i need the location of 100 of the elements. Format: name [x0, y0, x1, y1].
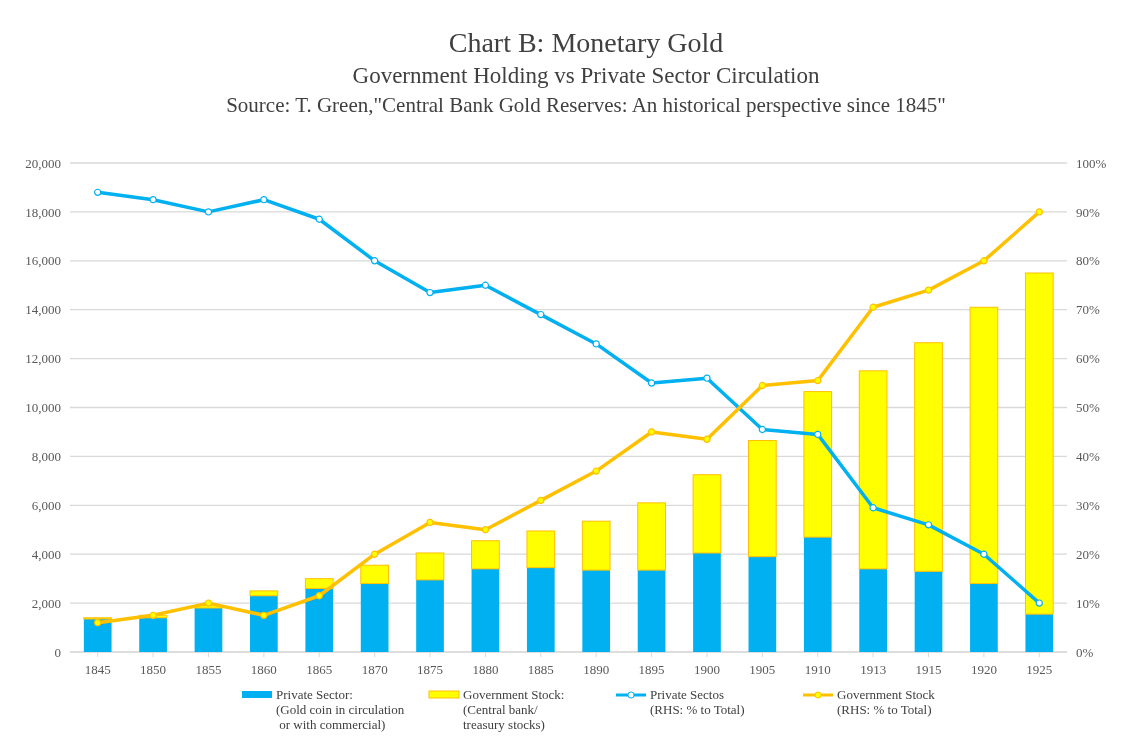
legend-label: Private Sector: (Gold coin in circulation or with commercial) — [276, 687, 405, 732]
x-tick-label: 1885 — [527, 662, 554, 678]
point — [481, 526, 490, 534]
point — [537, 496, 545, 505]
y-tick-label: 14,000 — [25, 302, 61, 318]
y-tick-label: 16,000 — [25, 253, 61, 269]
bar — [360, 583, 389, 652]
y-tick-label: 18,000 — [25, 204, 61, 220]
bar — [1025, 614, 1054, 652]
bar — [803, 537, 832, 652]
x-tick-label: 1880 — [472, 662, 499, 678]
bar — [526, 567, 555, 652]
point — [869, 303, 877, 311]
y2-tick-label: 30% — [1076, 497, 1100, 513]
point — [980, 550, 988, 558]
point — [370, 550, 379, 558]
bar — [471, 540, 500, 570]
y-tick-label: 0 — [54, 644, 61, 660]
y2-tick-label: 20% — [1076, 546, 1100, 562]
point — [814, 376, 822, 385]
y-tick-label: 6,000 — [31, 497, 61, 513]
y-tick-label: 2,000 — [31, 595, 61, 611]
bar — [139, 617, 167, 652]
y2-tick-label: 60% — [1076, 351, 1100, 367]
y2-tick-label: 10% — [1076, 595, 1100, 611]
point — [869, 504, 877, 512]
y-tick-label: 10,000 — [25, 400, 61, 416]
point — [481, 281, 490, 289]
point — [149, 611, 157, 620]
bar — [693, 552, 721, 652]
bar — [914, 342, 943, 572]
x-tick-label: 1915 — [915, 662, 942, 678]
x-tick-label: 1850 — [140, 662, 167, 678]
bar — [305, 588, 334, 652]
point — [647, 379, 656, 387]
x-tick-label: 1870 — [361, 662, 388, 678]
point — [924, 521, 933, 529]
bar — [250, 595, 278, 652]
bar — [803, 391, 833, 538]
point — [647, 428, 656, 436]
bar — [194, 607, 223, 652]
bar — [1024, 272, 1054, 615]
point — [94, 618, 102, 627]
bar — [692, 474, 722, 554]
y2-tick-label: 100% — [1076, 155, 1107, 171]
chart-title: Chart B: Monetary Gold — [448, 27, 724, 58]
y-tick-label: 4,000 — [31, 546, 61, 562]
legend-label: Private Sectos (RHS: % to Total) — [650, 687, 745, 717]
point — [260, 195, 268, 204]
point — [204, 208, 213, 216]
x-tick-label: 1845 — [84, 662, 111, 678]
bar — [969, 306, 999, 585]
bar — [360, 564, 389, 585]
bar — [249, 590, 279, 597]
x-tick-label: 1890 — [583, 662, 610, 678]
point — [426, 288, 434, 297]
x-tick-label: 1905 — [749, 662, 776, 678]
point — [1035, 599, 1043, 607]
point — [315, 215, 323, 223]
x-tick-label: 1920 — [970, 662, 997, 678]
y-tick-label: 8,000 — [31, 449, 61, 465]
x-tick-label: 1865 — [306, 662, 333, 678]
point — [758, 381, 767, 390]
point — [370, 257, 379, 265]
y2-tick-label: 90% — [1076, 204, 1100, 220]
point — [703, 435, 711, 443]
bar — [637, 502, 666, 571]
point — [260, 611, 268, 620]
bar — [914, 571, 943, 652]
x-tick-label: 1913 — [860, 662, 887, 678]
bar — [526, 530, 556, 569]
point — [703, 374, 711, 382]
source-note: Source: T. Green,"Central Bank Gold Reserves: An historical perspective since 1845" — [226, 93, 946, 117]
point — [758, 425, 767, 434]
y-tick-label: 20,000 — [25, 155, 61, 171]
bar — [637, 570, 666, 652]
y2-tick-label: 70% — [1076, 302, 1100, 318]
x-tick-label: 1895 — [638, 662, 665, 678]
legend-label: Government Stock (RHS: % to Total) — [837, 687, 936, 717]
bar — [581, 520, 611, 571]
point — [592, 340, 600, 348]
x-tick-label: 1900 — [693, 662, 720, 678]
point — [426, 518, 434, 527]
x-tick-label: 1875 — [417, 662, 444, 678]
bar — [859, 568, 887, 652]
bar — [415, 552, 445, 581]
bar — [471, 568, 500, 652]
x-tick-label: 1925 — [1026, 662, 1053, 678]
y2-tick-label: 40% — [1076, 449, 1100, 465]
point — [94, 188, 102, 197]
y2-tick-label: 0% — [1076, 644, 1094, 660]
x-tick-label: 1910 — [804, 662, 831, 678]
point — [537, 310, 545, 319]
bar — [858, 370, 888, 570]
point — [980, 257, 988, 265]
point — [204, 599, 213, 607]
bar — [304, 578, 334, 589]
point — [315, 592, 323, 600]
bar — [970, 583, 998, 652]
chart-subtitle: Government Holding vs Private Sector Circulation — [352, 63, 820, 88]
